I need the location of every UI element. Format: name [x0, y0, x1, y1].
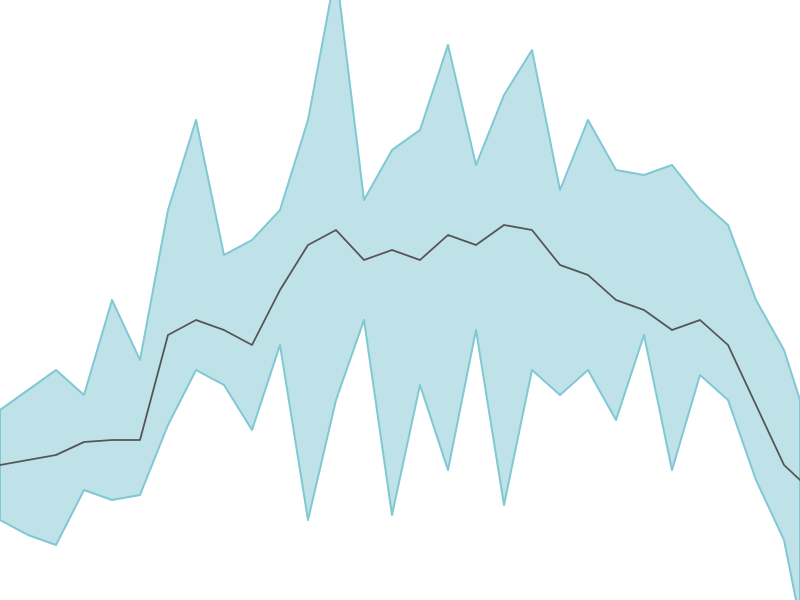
- chart-svg: [0, 0, 800, 600]
- confidence-band: [0, 0, 800, 600]
- chart-container: [0, 0, 800, 600]
